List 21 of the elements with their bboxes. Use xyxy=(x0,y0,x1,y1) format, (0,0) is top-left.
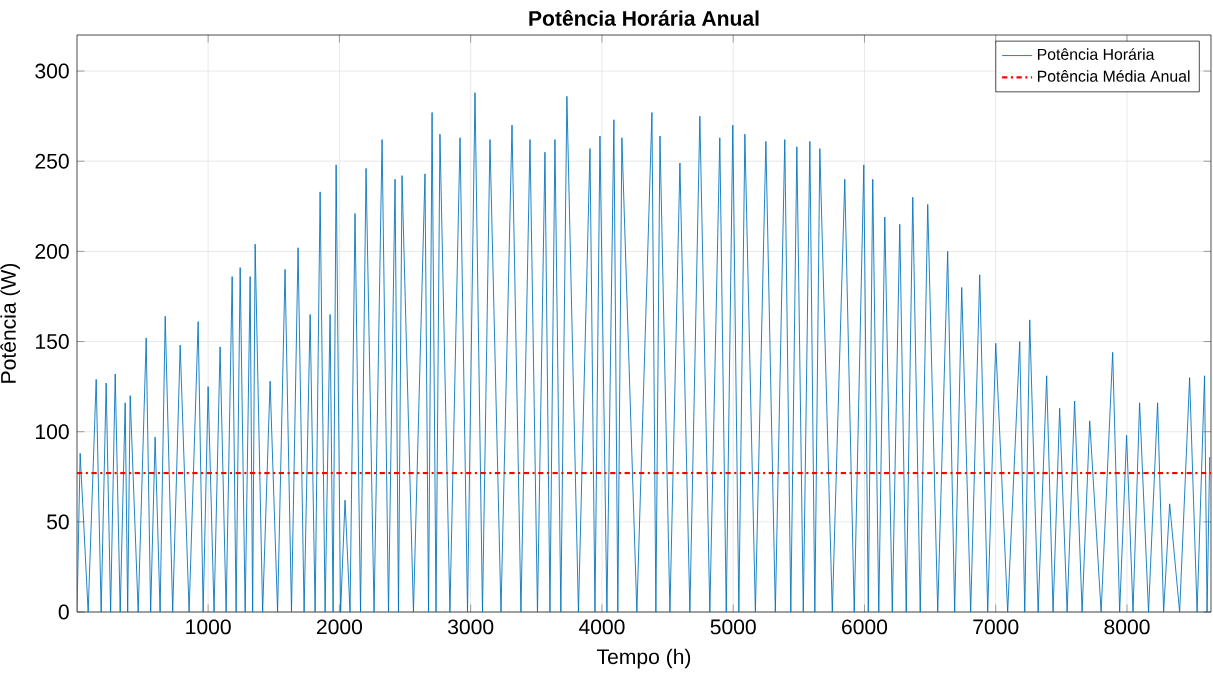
y-tick-label: 150 xyxy=(36,334,69,349)
y-axis-title: Potência (W) xyxy=(0,263,21,383)
x-tick-label: 3000 xyxy=(448,619,494,635)
y-tick-label: 100 xyxy=(36,424,69,440)
y-tick-label: 200 xyxy=(35,243,69,259)
x-tick-label: 4000 xyxy=(578,619,625,635)
line-series xyxy=(77,92,1211,612)
legend-label: Potência Média Anual xyxy=(1037,69,1190,82)
y-tick-label: 50 xyxy=(47,514,69,530)
x-tick-label: 8000 xyxy=(1104,619,1150,635)
x-axis-title: Tempo (h) xyxy=(597,648,691,669)
y-tick-label: 0 xyxy=(58,604,69,620)
x-tick-label: 6000 xyxy=(842,619,888,635)
legend-label: Potência Horária xyxy=(1037,48,1155,60)
x-tick-label: 7000 xyxy=(973,619,1019,635)
y-tick-label: 300 xyxy=(35,63,69,79)
x-tick-label: 2000 xyxy=(317,619,363,635)
x-tick-label: 5000 xyxy=(710,619,756,635)
chart-title: Potência Horária Anual xyxy=(529,9,759,26)
x-tick-label: 1000 xyxy=(186,619,231,635)
y-tick-label: 250 xyxy=(35,153,69,169)
